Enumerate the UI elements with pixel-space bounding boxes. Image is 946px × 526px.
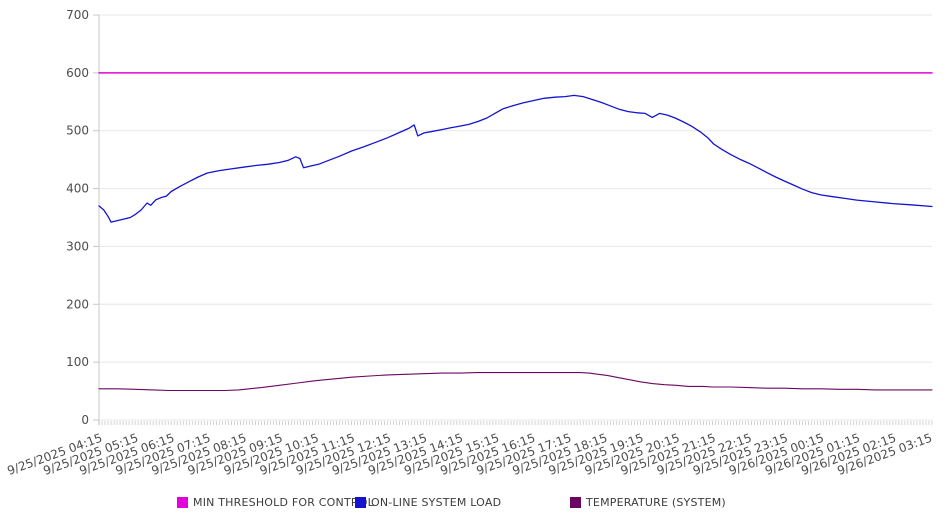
y-tick-label: 200 xyxy=(66,297,89,311)
y-tick-label: 0 xyxy=(81,413,89,427)
legend-item-min-threshold-for-control[interactable]: MIN THRESHOLD FOR CONTROL xyxy=(177,496,374,509)
legend-label-min-threshold: MIN THRESHOLD FOR CONTROL xyxy=(193,496,374,509)
legend-item-temperature-system[interactable]: TEMPERATURE (SYSTEM) xyxy=(570,496,726,509)
series-line-temperature-system xyxy=(98,372,933,392)
y-tick-label: 300 xyxy=(66,239,89,253)
y-tick-label: 600 xyxy=(66,66,89,80)
legend: MIN THRESHOLD FOR CONTROL ON-LINE SYSTEM… xyxy=(0,0,946,509)
legend-label-system-load: ON-LINE SYSTEM LOAD xyxy=(371,496,502,509)
y-tick-label: 700 xyxy=(66,8,89,22)
legend-item-on-line-system-load[interactable]: ON-LINE SYSTEM LOAD xyxy=(355,496,501,509)
legend-swatch-temperature-icon xyxy=(570,497,581,508)
legend-swatch-system-load-icon xyxy=(355,497,366,508)
legend-swatch-min-threshold-icon xyxy=(177,497,188,508)
y-tick-label: 500 xyxy=(66,124,89,138)
series-line-on-line-system-load xyxy=(98,94,933,223)
legend-label-temperature: TEMPERATURE (SYSTEM) xyxy=(586,496,726,509)
y-tick-label: 100 xyxy=(66,355,89,369)
y-tick-label: 400 xyxy=(66,182,89,196)
